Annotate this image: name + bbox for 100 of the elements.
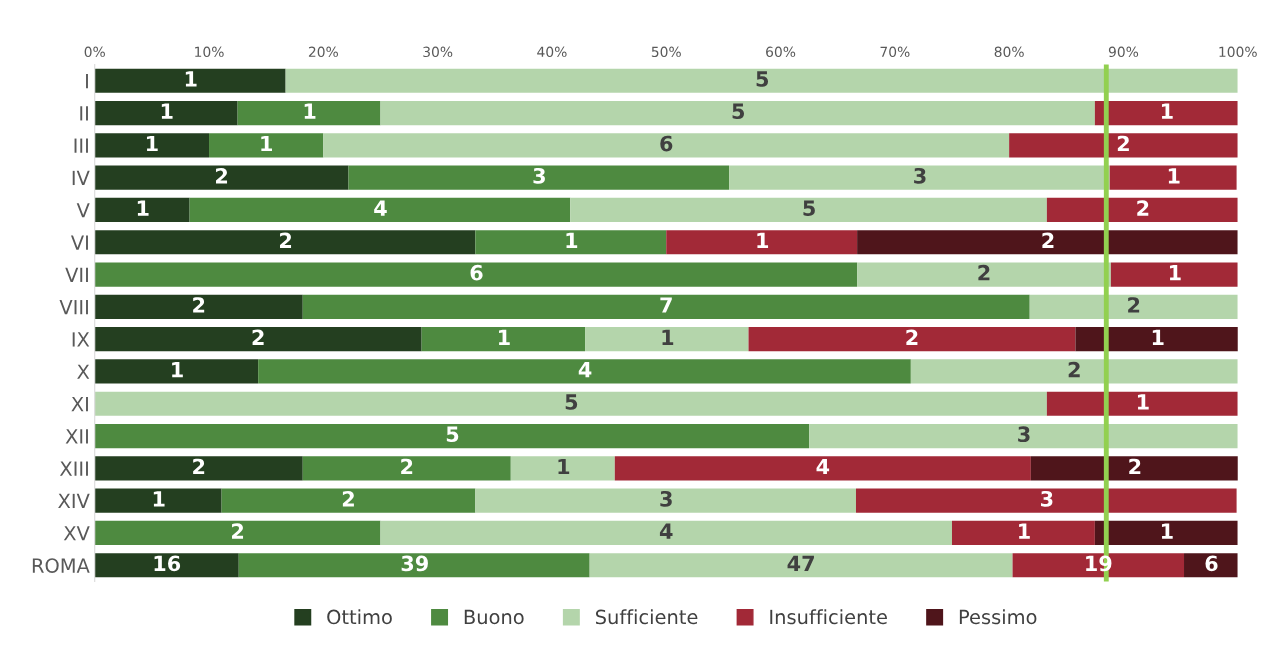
x-tick-label: 100%: [1219, 46, 1257, 58]
bar: [589, 553, 1013, 578]
bar: [238, 553, 590, 578]
annotation: 5: [732, 103, 745, 120]
bar: [94, 165, 349, 190]
y-tick-label: VI: [70, 235, 88, 250]
annotation: 2: [1117, 135, 1129, 152]
legend-label: Pessimo: [959, 609, 1037, 625]
annotation: 2: [401, 458, 413, 475]
bar: [94, 391, 1047, 416]
y-tick-label: XV: [63, 526, 90, 541]
x-tick-label: 80%: [994, 46, 1024, 58]
annotation: 2: [1128, 297, 1140, 313]
bar: [1094, 520, 1238, 546]
bar: [237, 100, 381, 126]
x-tick-label: 90%: [1108, 46, 1139, 58]
bar: [510, 456, 615, 481]
annotation: 2: [252, 329, 264, 345]
bar: [1075, 327, 1238, 352]
bar: [380, 100, 1095, 126]
bar: [94, 359, 259, 384]
bar: [951, 520, 1095, 546]
y-tick-label: X: [77, 364, 90, 379]
annotation: 4: [816, 458, 830, 475]
bar: [94, 100, 238, 126]
annotation: 2: [342, 490, 354, 507]
annotation: 1: [153, 491, 165, 507]
bar: [1030, 456, 1238, 481]
bar: [94, 230, 476, 255]
annotation: 3: [914, 167, 926, 184]
bar: [585, 327, 749, 352]
annotation: 2: [1068, 361, 1080, 378]
annotation: 6: [1205, 555, 1218, 572]
annotation: 1: [1161, 103, 1173, 119]
annotation: 1: [146, 135, 158, 152]
bar: [1110, 262, 1238, 287]
bar: [570, 197, 1047, 223]
bar: [1046, 197, 1238, 223]
bar: [1009, 133, 1238, 158]
bar: [94, 68, 286, 93]
annotation: 3: [1018, 426, 1030, 443]
annotation: 47: [787, 555, 814, 571]
annotation: 1: [662, 329, 674, 345]
annotation: 1: [161, 103, 173, 119]
annotation: 2: [280, 232, 292, 248]
bar: [475, 488, 856, 513]
annotation: 1: [172, 362, 183, 378]
bar: [94, 197, 190, 223]
annotation: 4: [659, 523, 673, 539]
y-tick-label: II: [80, 106, 88, 121]
bar: [1046, 391, 1238, 416]
bar: [302, 456, 511, 481]
bar: [348, 165, 730, 190]
y-tick-label: IX: [72, 332, 90, 347]
annotation: 1: [137, 200, 149, 216]
bar: [258, 359, 911, 384]
x-tick-label: 40%: [537, 46, 567, 58]
bar: [94, 262, 858, 287]
x-tick-label: 50%: [651, 46, 681, 58]
bar: [857, 230, 1238, 255]
bar: [729, 165, 1110, 190]
annotation: 6: [470, 264, 483, 281]
annotation: 1: [1137, 394, 1149, 410]
y-tick-label: XIV: [58, 493, 90, 509]
y-tick-label: VIII: [59, 300, 88, 315]
bar: [189, 197, 571, 223]
bar: [94, 520, 381, 546]
bar: [323, 133, 1010, 158]
legend-label: Sufficiente: [595, 609, 698, 625]
annotation: 1: [499, 329, 510, 345]
annotation: 4: [374, 200, 387, 216]
bar: [666, 230, 858, 255]
annotation: 1: [757, 232, 769, 248]
annotation: 2: [216, 167, 228, 184]
y-tick-label: ROMA: [32, 558, 90, 573]
y-tick-label: XII: [65, 429, 88, 444]
y-tick-label: VII: [65, 267, 88, 282]
annotation: 1: [1169, 265, 1181, 281]
annotation: 1: [261, 135, 272, 152]
annotation: 5: [803, 200, 815, 216]
bar: [285, 68, 1238, 93]
annotation: 1: [1168, 168, 1180, 184]
legend-label: Ottimo: [327, 609, 392, 625]
annotation: 1: [566, 232, 578, 248]
bar: [1094, 100, 1238, 126]
bar: [421, 327, 586, 352]
bar: [302, 294, 1030, 319]
annotation: 4: [578, 362, 592, 378]
bar: [94, 488, 222, 513]
annotation: 39: [401, 555, 428, 572]
annotation: 2: [1137, 200, 1149, 216]
bar: [209, 133, 324, 158]
annotation: 1: [1161, 523, 1173, 539]
bar: [94, 327, 422, 352]
annotation: 16: [154, 555, 181, 572]
annotation: 1: [304, 103, 316, 119]
bar: [748, 327, 1076, 352]
bar: [94, 553, 239, 578]
bar: [380, 520, 952, 546]
annotation: 2: [906, 329, 918, 345]
